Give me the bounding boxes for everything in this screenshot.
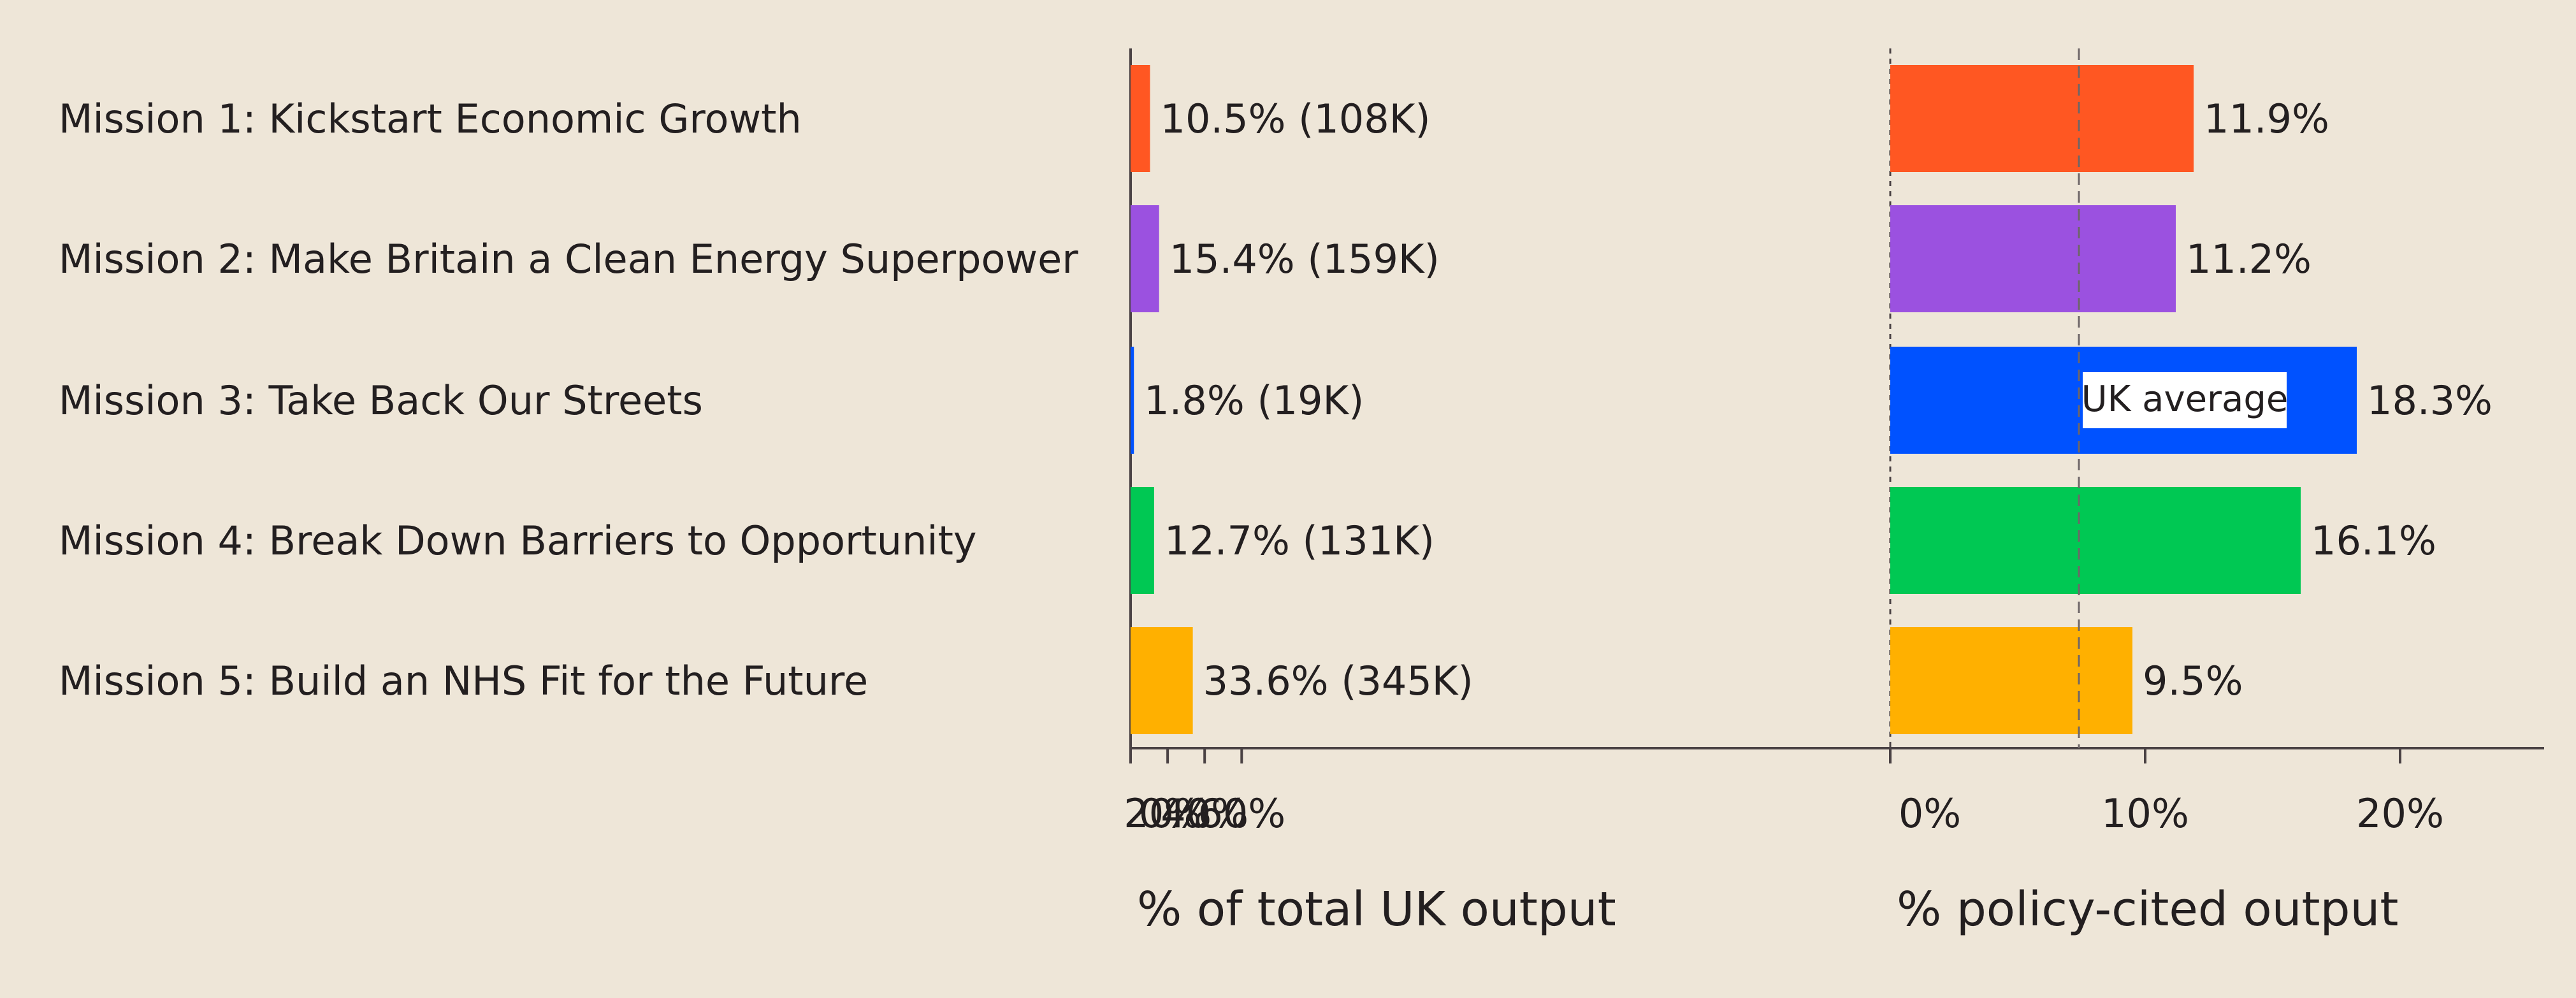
data-label: 9.5% xyxy=(2143,658,2243,704)
bar xyxy=(1890,627,2132,734)
x-tick-label: 60% xyxy=(1198,790,1285,837)
bar xyxy=(1890,65,2194,172)
category-label: Mission 2: Make Britain a Clean Energy S… xyxy=(59,236,1078,282)
uk-average-label: UK average xyxy=(2081,379,2289,420)
bar xyxy=(1131,205,1159,312)
bar xyxy=(1890,205,2176,312)
x-axis-title: % of total UK output xyxy=(1137,882,1616,937)
data-label: 16.1% xyxy=(2311,517,2436,564)
category-label: Mission 3: Take Back Our Streets xyxy=(59,377,703,424)
x-tick-label: 10% xyxy=(2101,790,2189,837)
category-label: Mission 5: Build an NHS Fit for the Futu… xyxy=(59,658,868,704)
bar xyxy=(1890,487,2301,594)
category-labels: Mission 1: Kickstart Economic Growth Miss… xyxy=(59,96,1078,704)
data-label: 11.9% xyxy=(2204,96,2329,142)
x-tick-label: 0% xyxy=(1139,790,1201,837)
data-label: 15.4% (159K) xyxy=(1169,236,1440,282)
data-label: 10.5% (108K) xyxy=(1161,96,1431,142)
data-label: 12.7% (131K) xyxy=(1164,517,1435,564)
bar xyxy=(1131,487,1154,594)
x-tick-label: 20% xyxy=(2356,790,2444,837)
x-tick-label: 20% xyxy=(1124,790,1212,837)
x-tick-label: 40% xyxy=(1161,790,1248,837)
x-tick-label: 0% xyxy=(1899,790,1961,837)
x-axis-title: % policy-cited output xyxy=(1897,882,2398,937)
uk-average-label-box xyxy=(2083,372,2287,428)
category-label: Mission 1: Kickstart Economic Growth xyxy=(59,96,802,142)
data-label: 33.6% (345K) xyxy=(1203,658,1473,704)
category-label: Mission 4: Break Down Barriers to Opport… xyxy=(59,517,977,564)
right-panel-policy-cited: 11.9% 11.2% 18.3% 16.1% 9.5% 0% 10% 20% % policy… xyxy=(1889,48,2493,937)
data-label: 1.8% (19K) xyxy=(1144,377,1364,424)
bar xyxy=(1131,627,1193,734)
bar xyxy=(1131,65,1150,172)
data-label: 11.2% xyxy=(2186,236,2312,282)
left-panel-total-output: 10.5% (108K) 15.4% (159K) 1.8% (19K) 12.7% … xyxy=(1124,48,2544,937)
bar xyxy=(1131,347,1134,454)
data-label: 18.3% xyxy=(2367,377,2493,424)
